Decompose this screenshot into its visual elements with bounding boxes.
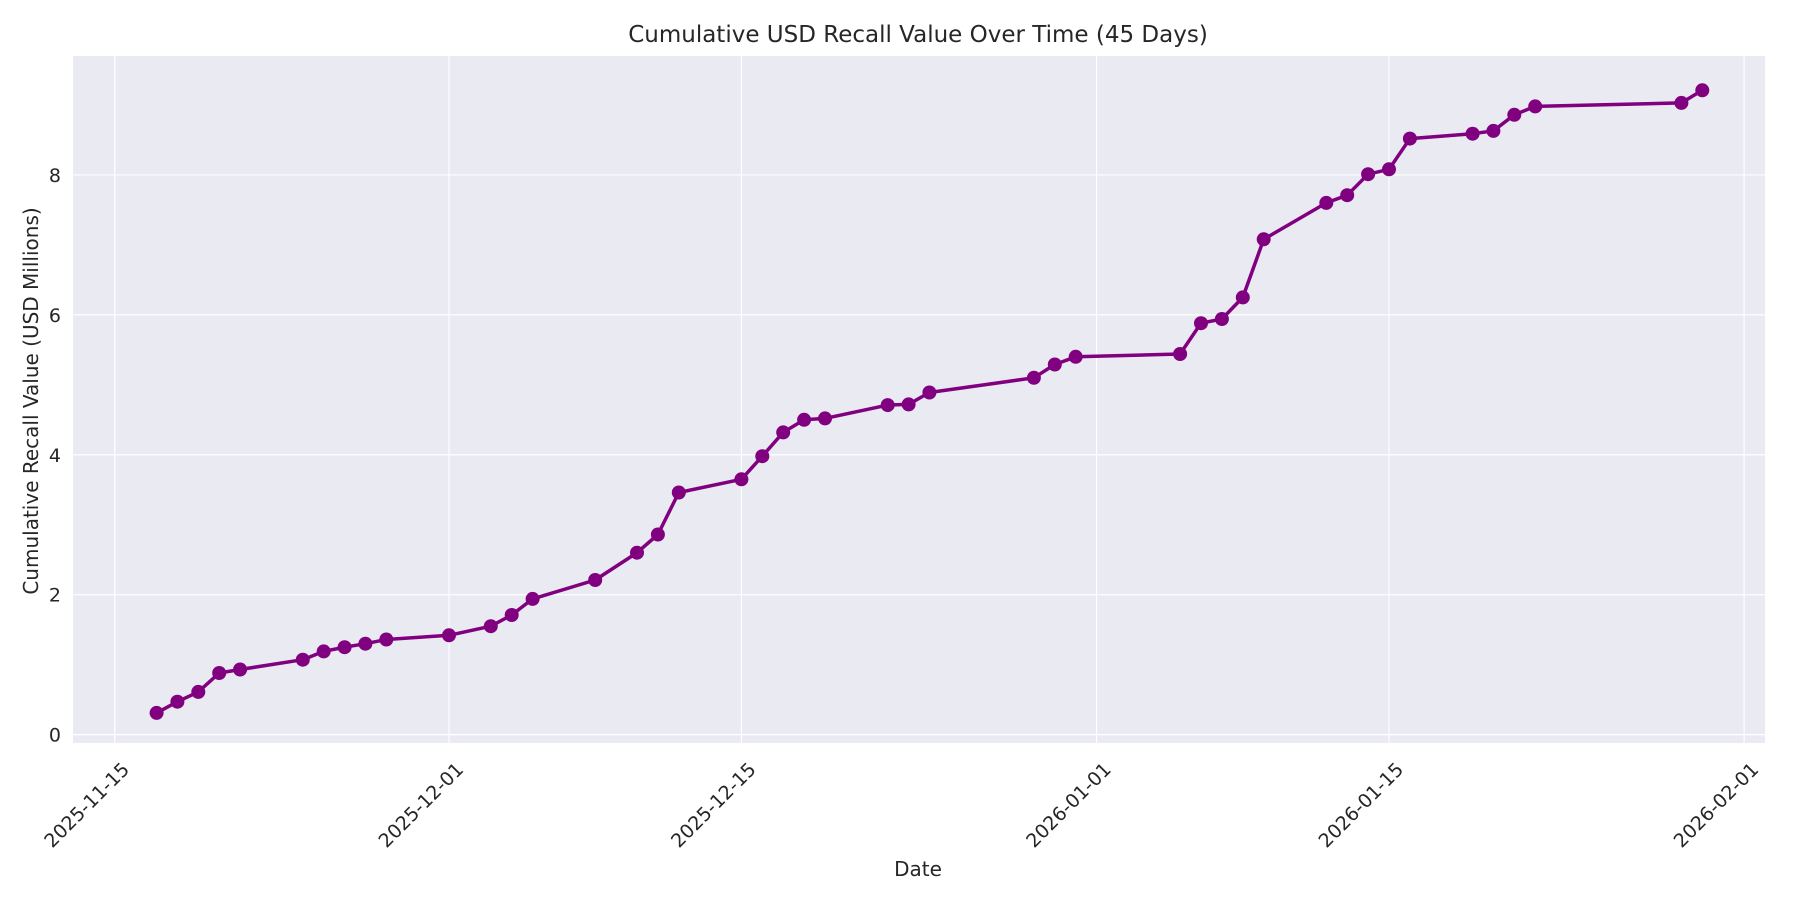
- y-tick-label: 6: [49, 305, 61, 327]
- data-point: [1486, 123, 1501, 138]
- data-point: [233, 662, 248, 677]
- y-tick-label: 4: [49, 445, 61, 467]
- data-point: [734, 472, 749, 487]
- grid: [73, 56, 1765, 743]
- x-tick-label: 2025-12-15: [667, 759, 761, 853]
- data-point: [1319, 195, 1334, 210]
- x-tick-label: 2026-01-01: [1022, 759, 1116, 853]
- x-axis-label: Date: [894, 857, 942, 881]
- data-point: [818, 411, 832, 426]
- x-tick-label: 2026-01-15: [1315, 759, 1409, 853]
- data-point: [1674, 95, 1689, 110]
- data-point: [1465, 126, 1480, 141]
- data-point: [1507, 107, 1522, 122]
- data-point: [1026, 370, 1041, 385]
- data-point: [1340, 188, 1355, 203]
- x-tick-label: 2025-11-15: [40, 759, 134, 853]
- data-point: [1173, 347, 1188, 361]
- data-point: [1382, 162, 1396, 177]
- data-point: [797, 412, 812, 427]
- data-point: [149, 705, 164, 720]
- data-point: [1528, 99, 1543, 114]
- data-point: [358, 636, 373, 651]
- data-point: [630, 545, 644, 560]
- data-point: [170, 694, 185, 709]
- data-point: [588, 573, 603, 587]
- x-tick-label: 2026-02-01: [1670, 759, 1764, 853]
- data-point: [483, 619, 498, 634]
- data-point: [379, 632, 394, 647]
- data-point: [650, 527, 665, 542]
- data-point: [1047, 357, 1062, 372]
- data-point: [337, 640, 352, 655]
- data-point: [776, 425, 791, 440]
- data-point: [1256, 232, 1271, 247]
- data-point: [1068, 349, 1083, 364]
- data-point: [316, 644, 331, 659]
- data-point: [1235, 290, 1250, 305]
- y-axis-label: Cumulative Recall Value (USD Millions): [19, 207, 43, 594]
- data-point: [212, 666, 227, 680]
- data-point: [1214, 312, 1229, 326]
- data-point: [295, 652, 310, 667]
- data-point: [504, 608, 519, 622]
- data-point: [755, 449, 770, 464]
- data-point: [191, 684, 206, 699]
- data-point: [525, 591, 540, 606]
- series-layer: [149, 83, 1710, 720]
- data-point: [442, 628, 456, 643]
- data-point: [901, 397, 916, 412]
- data-point: [671, 485, 686, 500]
- y-tick-label: 2: [49, 585, 61, 607]
- y-tick-label: 0: [49, 725, 61, 747]
- data-point: [880, 398, 895, 413]
- data-point: [1695, 83, 1710, 98]
- data-point: [1402, 131, 1417, 146]
- data-point: [922, 385, 937, 400]
- y-tick-label: 8: [49, 165, 61, 187]
- data-point: [1194, 316, 1208, 331]
- data-point: [1361, 167, 1376, 182]
- chart-title: Cumulative USD Recall Value Over Time (4…: [628, 22, 1208, 48]
- x-tick-label: 2025-12-01: [375, 759, 469, 853]
